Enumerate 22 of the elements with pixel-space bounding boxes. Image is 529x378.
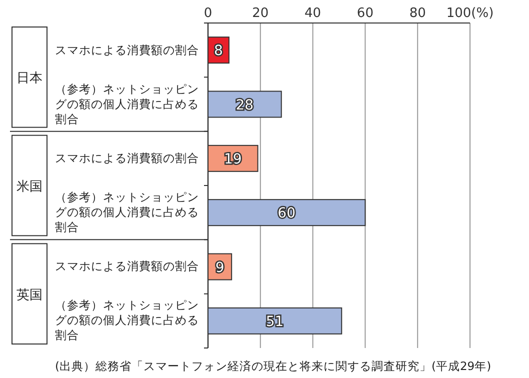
text: 英国 [16, 288, 42, 303]
y-tick-label: （参考）ネットショッピングの額の個人消費に占める割合 [55, 190, 200, 236]
x-tick-label: 0 [204, 6, 212, 21]
y-tick-label: （参考）ネットショッピングの額の個人消費に占める割合 [55, 298, 200, 344]
x-tick-label: 40 [304, 6, 322, 21]
text: 日本 [16, 71, 42, 86]
data-label: 19 [224, 151, 242, 168]
y-tick-label: （参考）ネットショッピングの額の個人消費に占める割合 [55, 82, 200, 127]
data-label: 9 [215, 260, 224, 276]
y-tick-label: スマホによる消費額の割合 [55, 259, 199, 274]
x-tick-label: 60 [356, 6, 374, 21]
x-tick-label: 20 [252, 6, 269, 21]
data-label: 28 [236, 97, 254, 114]
data-label: 60 [278, 206, 296, 222]
text: 米国 [16, 180, 42, 194]
y-tick-label: スマホによる消費額の割合 [55, 150, 199, 166]
x-tick-label: 80 [409, 6, 426, 21]
data-label: 8 [214, 43, 223, 60]
y-tick-label: スマホによる消費額の割合 [55, 42, 199, 58]
text: (出典）総務省「スマートフォン経済の現在と将来に関する調査研究」(平成29年) [55, 359, 492, 373]
data-label: 51 [266, 314, 284, 330]
x-tick-label: 100(%) [446, 6, 494, 21]
